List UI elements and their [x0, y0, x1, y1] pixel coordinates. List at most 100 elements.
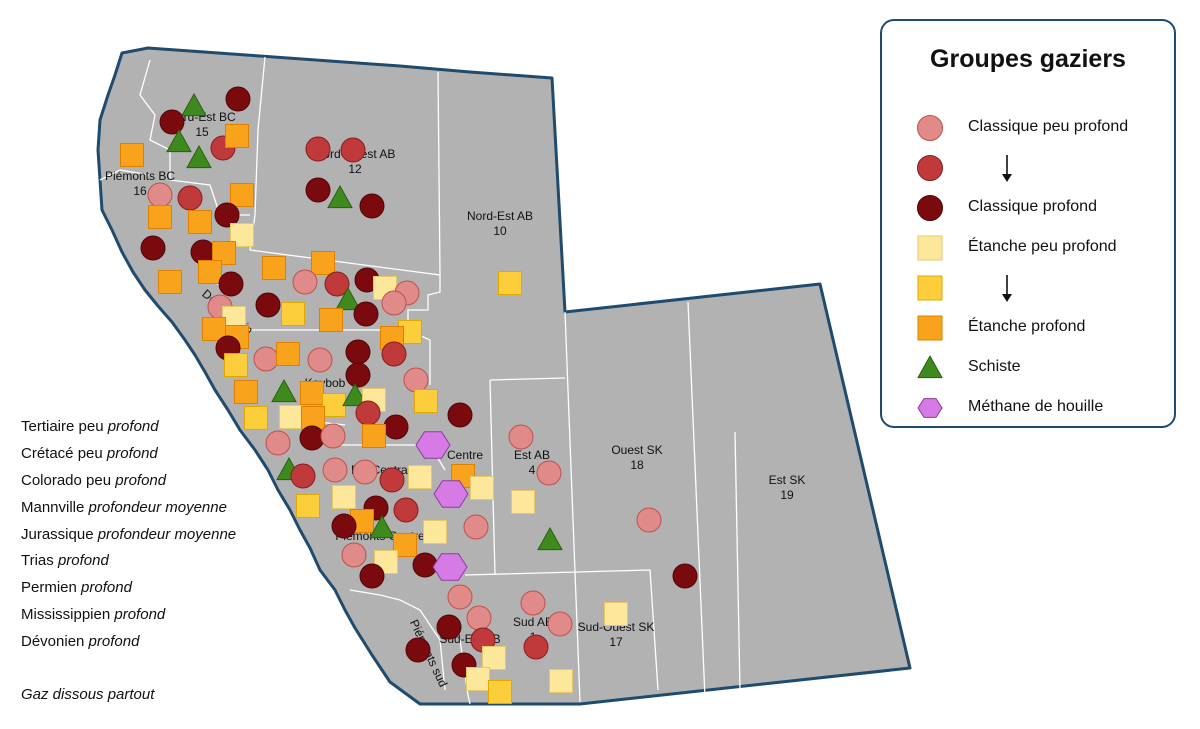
gas-marker-circle [299, 425, 325, 451]
gas-marker-square [319, 308, 343, 332]
note-line: Tertiaire peu profond [21, 414, 236, 441]
gas-marker-circle [147, 182, 173, 208]
gas-marker-circle [322, 457, 348, 483]
legend-square-icon [917, 275, 943, 301]
gas-marker-circle [383, 414, 409, 440]
gas-marker-circle [672, 563, 698, 589]
gas-marker-circle [359, 563, 385, 589]
gas-marker-circle [466, 605, 492, 631]
legend-row: Étanche profond [882, 310, 1174, 346]
gas-marker-circle [381, 290, 407, 316]
hexagon-icon [917, 398, 943, 418]
triangle-icon [917, 354, 943, 379]
circle-icon [917, 115, 943, 141]
note-depth: profond [106, 444, 158, 462]
gas-marker-circle [381, 341, 407, 367]
gas-marker-circle [412, 552, 438, 578]
gas-marker-circle [520, 590, 546, 616]
square-icon [917, 315, 943, 341]
note-formation: Crétacé peu [21, 444, 107, 462]
gas-marker-square [488, 680, 512, 704]
legend-label: Méthane de houille [968, 398, 1104, 415]
note-depth: profondeur moyenne [97, 525, 237, 543]
square-icon [917, 275, 943, 301]
gas-marker-square [470, 476, 494, 500]
gas-marker-square [158, 270, 182, 294]
gas-marker-square [198, 260, 222, 284]
note-depth: profondeur moyenne [88, 498, 227, 516]
gas-marker-square [234, 380, 258, 404]
note-depth: profond [57, 552, 109, 570]
gas-marker-circle [177, 185, 203, 211]
gas-marker-square [466, 667, 490, 691]
region-label: Centre [447, 448, 483, 462]
note-line: Mississippien profond [21, 602, 236, 629]
gas-marker-circle [636, 507, 662, 533]
gas-marker-circle [436, 614, 462, 640]
legend-circle-icon [917, 115, 943, 141]
gas-marker-circle [355, 400, 381, 426]
gas-marker-circle [463, 514, 489, 540]
note-depth: profond [115, 471, 167, 489]
gas-marker-circle [523, 634, 549, 660]
gas-marker-triangle [327, 184, 353, 209]
gas-marker-circle [341, 542, 367, 568]
gas-marker-square [362, 424, 386, 448]
gas-marker-square [230, 183, 254, 207]
legend-row [882, 270, 1174, 306]
legend-title: Groupes gaziers [930, 45, 1126, 73]
note-depth: profond [88, 633, 140, 651]
gas-marker-circle [405, 637, 431, 663]
gas-marker-square [511, 490, 535, 514]
gas-marker-circle [305, 177, 331, 203]
gas-marker-circle [403, 367, 429, 393]
land-outline [96, 46, 912, 706]
legend-hexagon-icon [917, 398, 943, 418]
gas-marker-square [322, 393, 346, 417]
gas-marker-circle [265, 430, 291, 456]
arrow-down-icon [1002, 275, 1012, 302]
note-line: Jurassique profondeur moyenne [21, 522, 236, 549]
region-label: Sud-Ouest SK 17 [578, 620, 655, 649]
gas-marker-square [188, 210, 212, 234]
note-formation: Jurassique [21, 525, 98, 543]
gas-marker-circle [393, 497, 419, 523]
gas-marker-circle [140, 235, 166, 261]
gas-marker-square [148, 205, 172, 229]
gas-marker-circle [345, 362, 371, 388]
dissolved-gas-note: Gaz dissous partout [21, 686, 155, 704]
gas-marker-circle [359, 193, 385, 219]
legend-row: Schiste [882, 350, 1174, 386]
gas-marker-triangle [186, 144, 212, 169]
square-icon [917, 235, 943, 261]
gas-marker-hexagon [433, 480, 469, 508]
gas-marker-circle [353, 301, 379, 327]
note-formation: Mannville [21, 498, 89, 516]
note-line: Permien profond [21, 575, 236, 602]
gas-marker-circle [379, 467, 405, 493]
land-area [96, 46, 912, 706]
legend-label: Étanche profond [968, 318, 1086, 335]
note-line: Colorado peu profond [21, 468, 236, 495]
legend-circle-icon [917, 155, 943, 181]
gas-marker-triangle [271, 378, 297, 403]
gas-marker-circle [340, 137, 366, 163]
gas-marker-square [279, 405, 303, 429]
legend-label: Étanche peu profond [968, 238, 1117, 255]
gas-marker-circle [331, 513, 357, 539]
gas-marker-hexagon [415, 431, 451, 459]
gas-marker-triangle [181, 92, 207, 117]
gas-marker-circle [320, 423, 346, 449]
region-label: Ouest SK 18 [611, 443, 662, 472]
gas-marker-square [482, 646, 506, 670]
gas-marker-triangle [342, 382, 368, 407]
circle-icon [917, 195, 943, 221]
note-formation: Colorado peu [21, 471, 116, 489]
region-label: Est SK 19 [769, 473, 806, 502]
legend-box: Groupes gaziers Classique peu profond Cla… [880, 19, 1176, 428]
note-formation: Dévonien [21, 633, 89, 651]
note-line: Mannville profondeur moyenne [21, 495, 236, 522]
legend-label: Classique profond [968, 198, 1097, 215]
gas-marker-square [262, 256, 286, 280]
note-depth: profond [114, 606, 166, 624]
